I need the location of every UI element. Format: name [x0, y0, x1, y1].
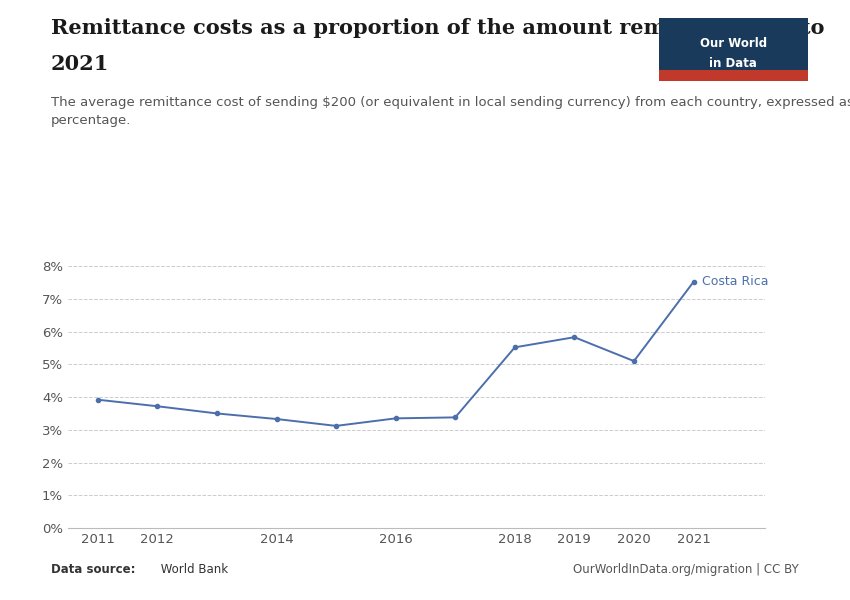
Text: OurWorldInData.org/migration | CC BY: OurWorldInData.org/migration | CC BY	[573, 563, 799, 576]
Text: Costa Rica: Costa Rica	[702, 275, 769, 289]
Text: The average remittance cost of sending $200 (or equivalent in local sending curr: The average remittance cost of sending $…	[51, 96, 850, 127]
Text: Remittance costs as a proportion of the amount remitted, 2011 to: Remittance costs as a proportion of the …	[51, 18, 824, 38]
Text: in Data: in Data	[709, 57, 757, 70]
Text: Our World: Our World	[700, 37, 767, 50]
Text: Data source:: Data source:	[51, 563, 135, 576]
Text: World Bank: World Bank	[157, 563, 229, 576]
Text: 2021: 2021	[51, 54, 110, 74]
